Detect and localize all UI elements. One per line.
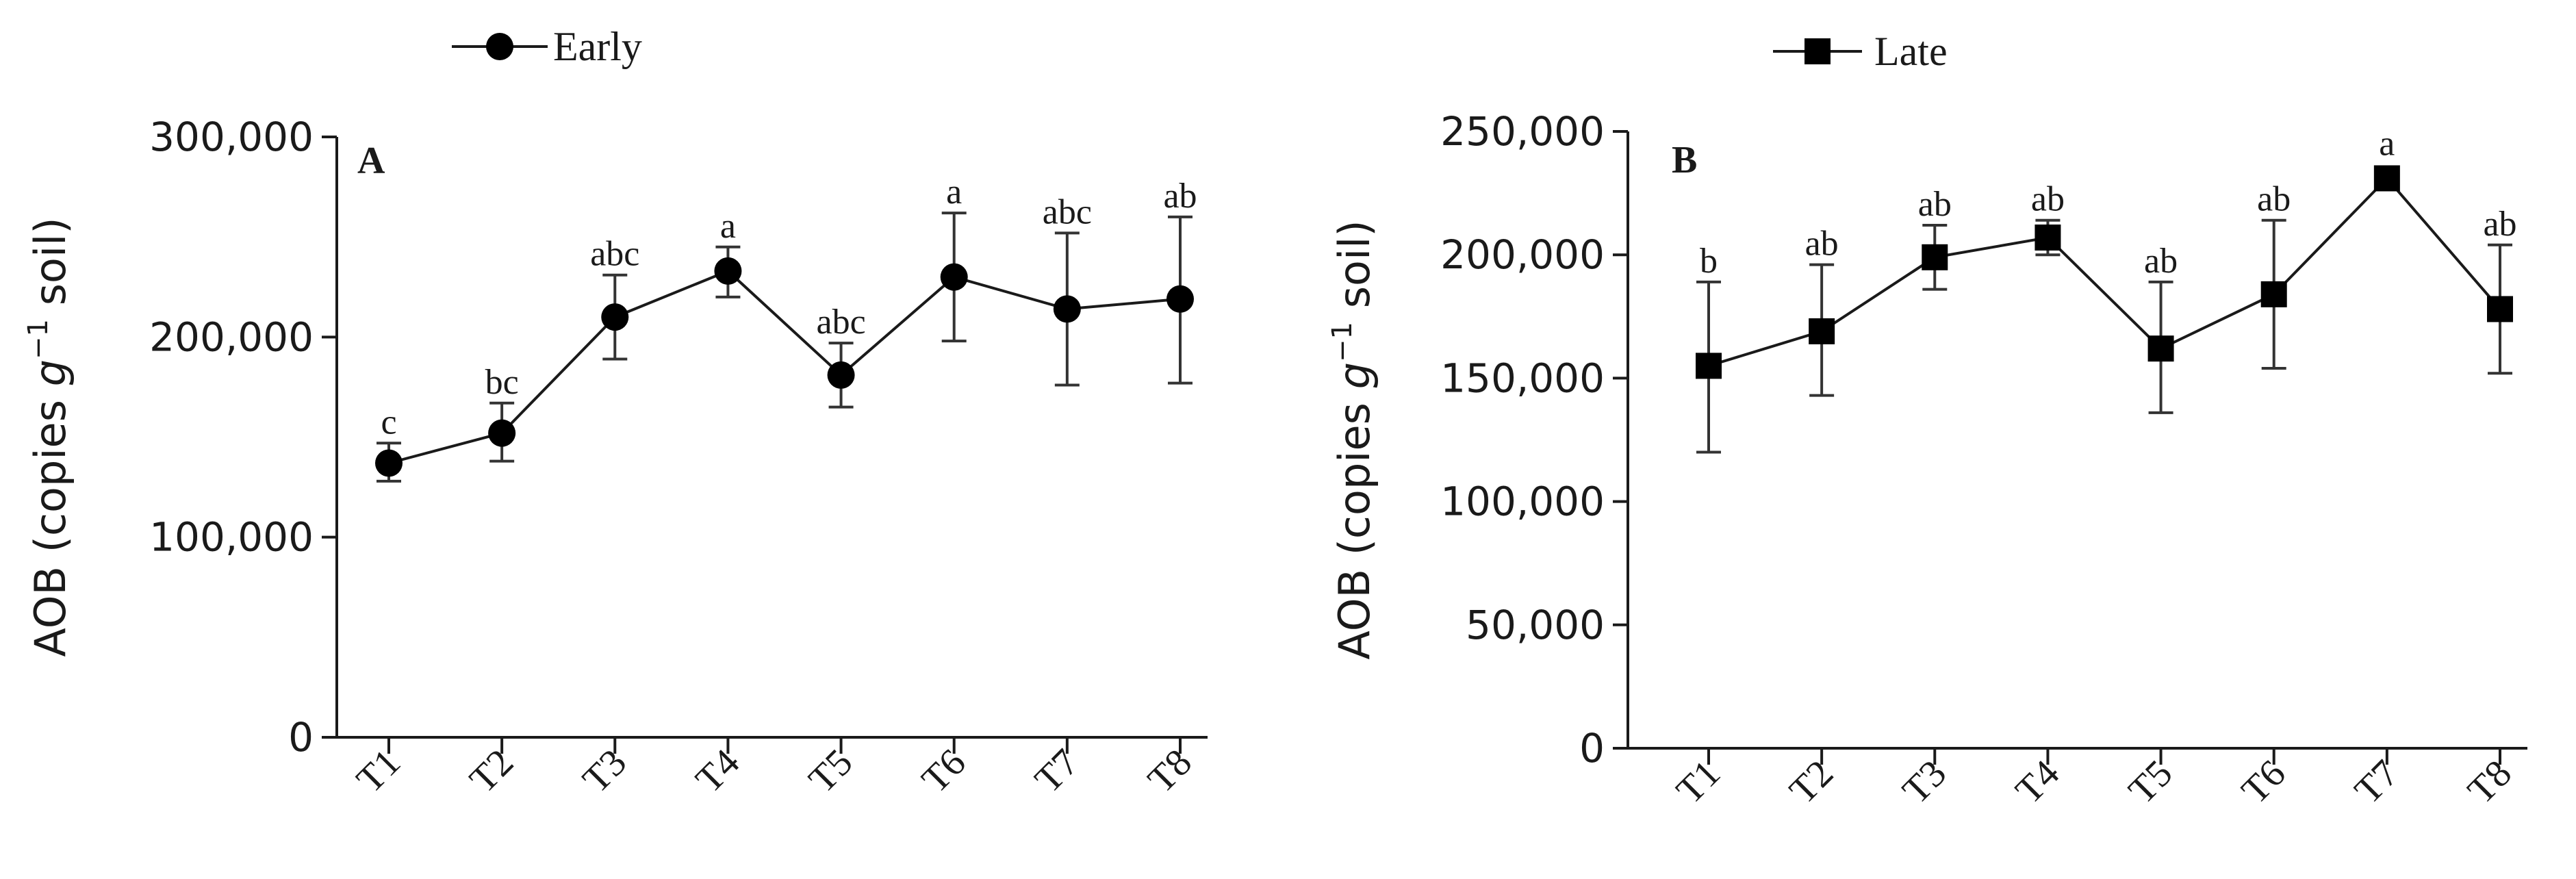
significance-letter: a [720,207,736,246]
x-tick-label: T3 [574,741,635,802]
data-point [1053,295,1081,323]
legend-marker [486,33,513,60]
significance-letter: ab [2257,180,2291,219]
series-line [1708,176,2501,368]
data-point [2373,165,2400,192]
x-tick-label: T5 [2121,752,2181,813]
y-tick-label: 200,000 [1440,231,1605,278]
significance-letter: ab [1918,185,1952,224]
y-axis-title-part: AOB (copies [1329,389,1379,659]
data-point [1696,353,1722,379]
x-tick-label: T7 [2347,752,2407,813]
data-point [1809,318,1835,344]
y-axis-title: AOB (copies g−1 soil) [1327,220,1379,659]
x-tick-label: T5 [801,741,861,802]
x-tick-label: T6 [914,741,974,802]
data-point [2147,335,2174,362]
y-tick-label: 200,000 [149,314,314,360]
y-tick-label: 0 [1579,725,1605,772]
data-point [2260,281,2287,307]
significance-letter: b [1700,242,1718,281]
x-tick-label: T7 [1027,741,1087,802]
significance-letter: ab [2483,205,2516,244]
significance-letter: abc [816,303,865,342]
y-tick-label: 250,000 [1440,108,1605,155]
legend-marker [1805,38,1831,64]
legend-label: Early [553,24,642,69]
data-point [714,257,742,285]
x-tick-label: T2 [1781,752,1841,813]
data-point [940,263,968,291]
significance-letter: ab [2031,180,2065,219]
significance-letter: ab [1163,177,1197,216]
significance-letter: a [946,173,962,212]
panel-label: B [1672,139,1697,181]
x-tick-label: T1 [348,741,409,802]
x-tick-label: T8 [1140,741,1200,802]
legend-label: Late [1874,29,1948,74]
x-tick-label: T2 [461,741,522,802]
y-tick-label: 100,000 [149,514,314,561]
x-tick-label: T3 [1894,752,1954,813]
significance-letter: ab [2144,242,2178,281]
data-point [1922,244,1948,270]
data-point [375,449,403,477]
significance-letter: a [2379,124,2395,163]
data-point [2487,296,2513,322]
chart-panel-a: 0 100,000 200,000 300,000 T1 T2 T3 T4 T5 T6 T7 T8 AO… [23,24,1208,801]
y-tick-label: 300,000 [149,114,314,160]
y-axis-title: AOB (copies g−1 soil) [23,217,75,657]
x-tick-label: T8 [2460,752,2520,813]
panel-label: A [357,140,385,182]
y-tick-label: 100,000 [1440,479,1605,525]
y-tick-label: 0 [288,714,314,761]
y-axis-title-unit: g [1329,362,1379,389]
significance-letter: ab [1805,225,1839,264]
y-axis-title-exponent: −1 [1327,322,1358,362]
chart-panel-b: 0 50,000 100,000 150,000 200,000 250,000 T1 T2 T… [1327,29,2527,812]
y-axis-title-part: soil) [25,217,75,319]
x-tick-label: T4 [2008,752,2068,813]
x-tick-label: T1 [1668,752,1729,813]
y-axis-title-exponent: −1 [23,319,54,359]
significance-letter: abc [1043,192,1092,231]
x-tick-label: T4 [688,741,748,802]
significance-letter: c [381,403,396,442]
y-tick-label: 150,000 [1440,355,1605,401]
y-axis-title-unit: g [25,359,75,386]
y-tick-label: 50,000 [1466,602,1605,648]
significance-letter: abc [590,235,639,274]
data-point [2035,224,2061,251]
x-tick-label: T6 [2234,752,2294,813]
data-point [488,419,516,447]
data-point [601,303,629,331]
data-point [1166,285,1194,313]
y-axis-title-part: soil) [1329,220,1379,322]
series-line [388,269,1181,465]
y-axis-title-part: AOB (copies [25,386,75,657]
significance-letter: bc [485,363,519,402]
data-point [827,361,855,389]
